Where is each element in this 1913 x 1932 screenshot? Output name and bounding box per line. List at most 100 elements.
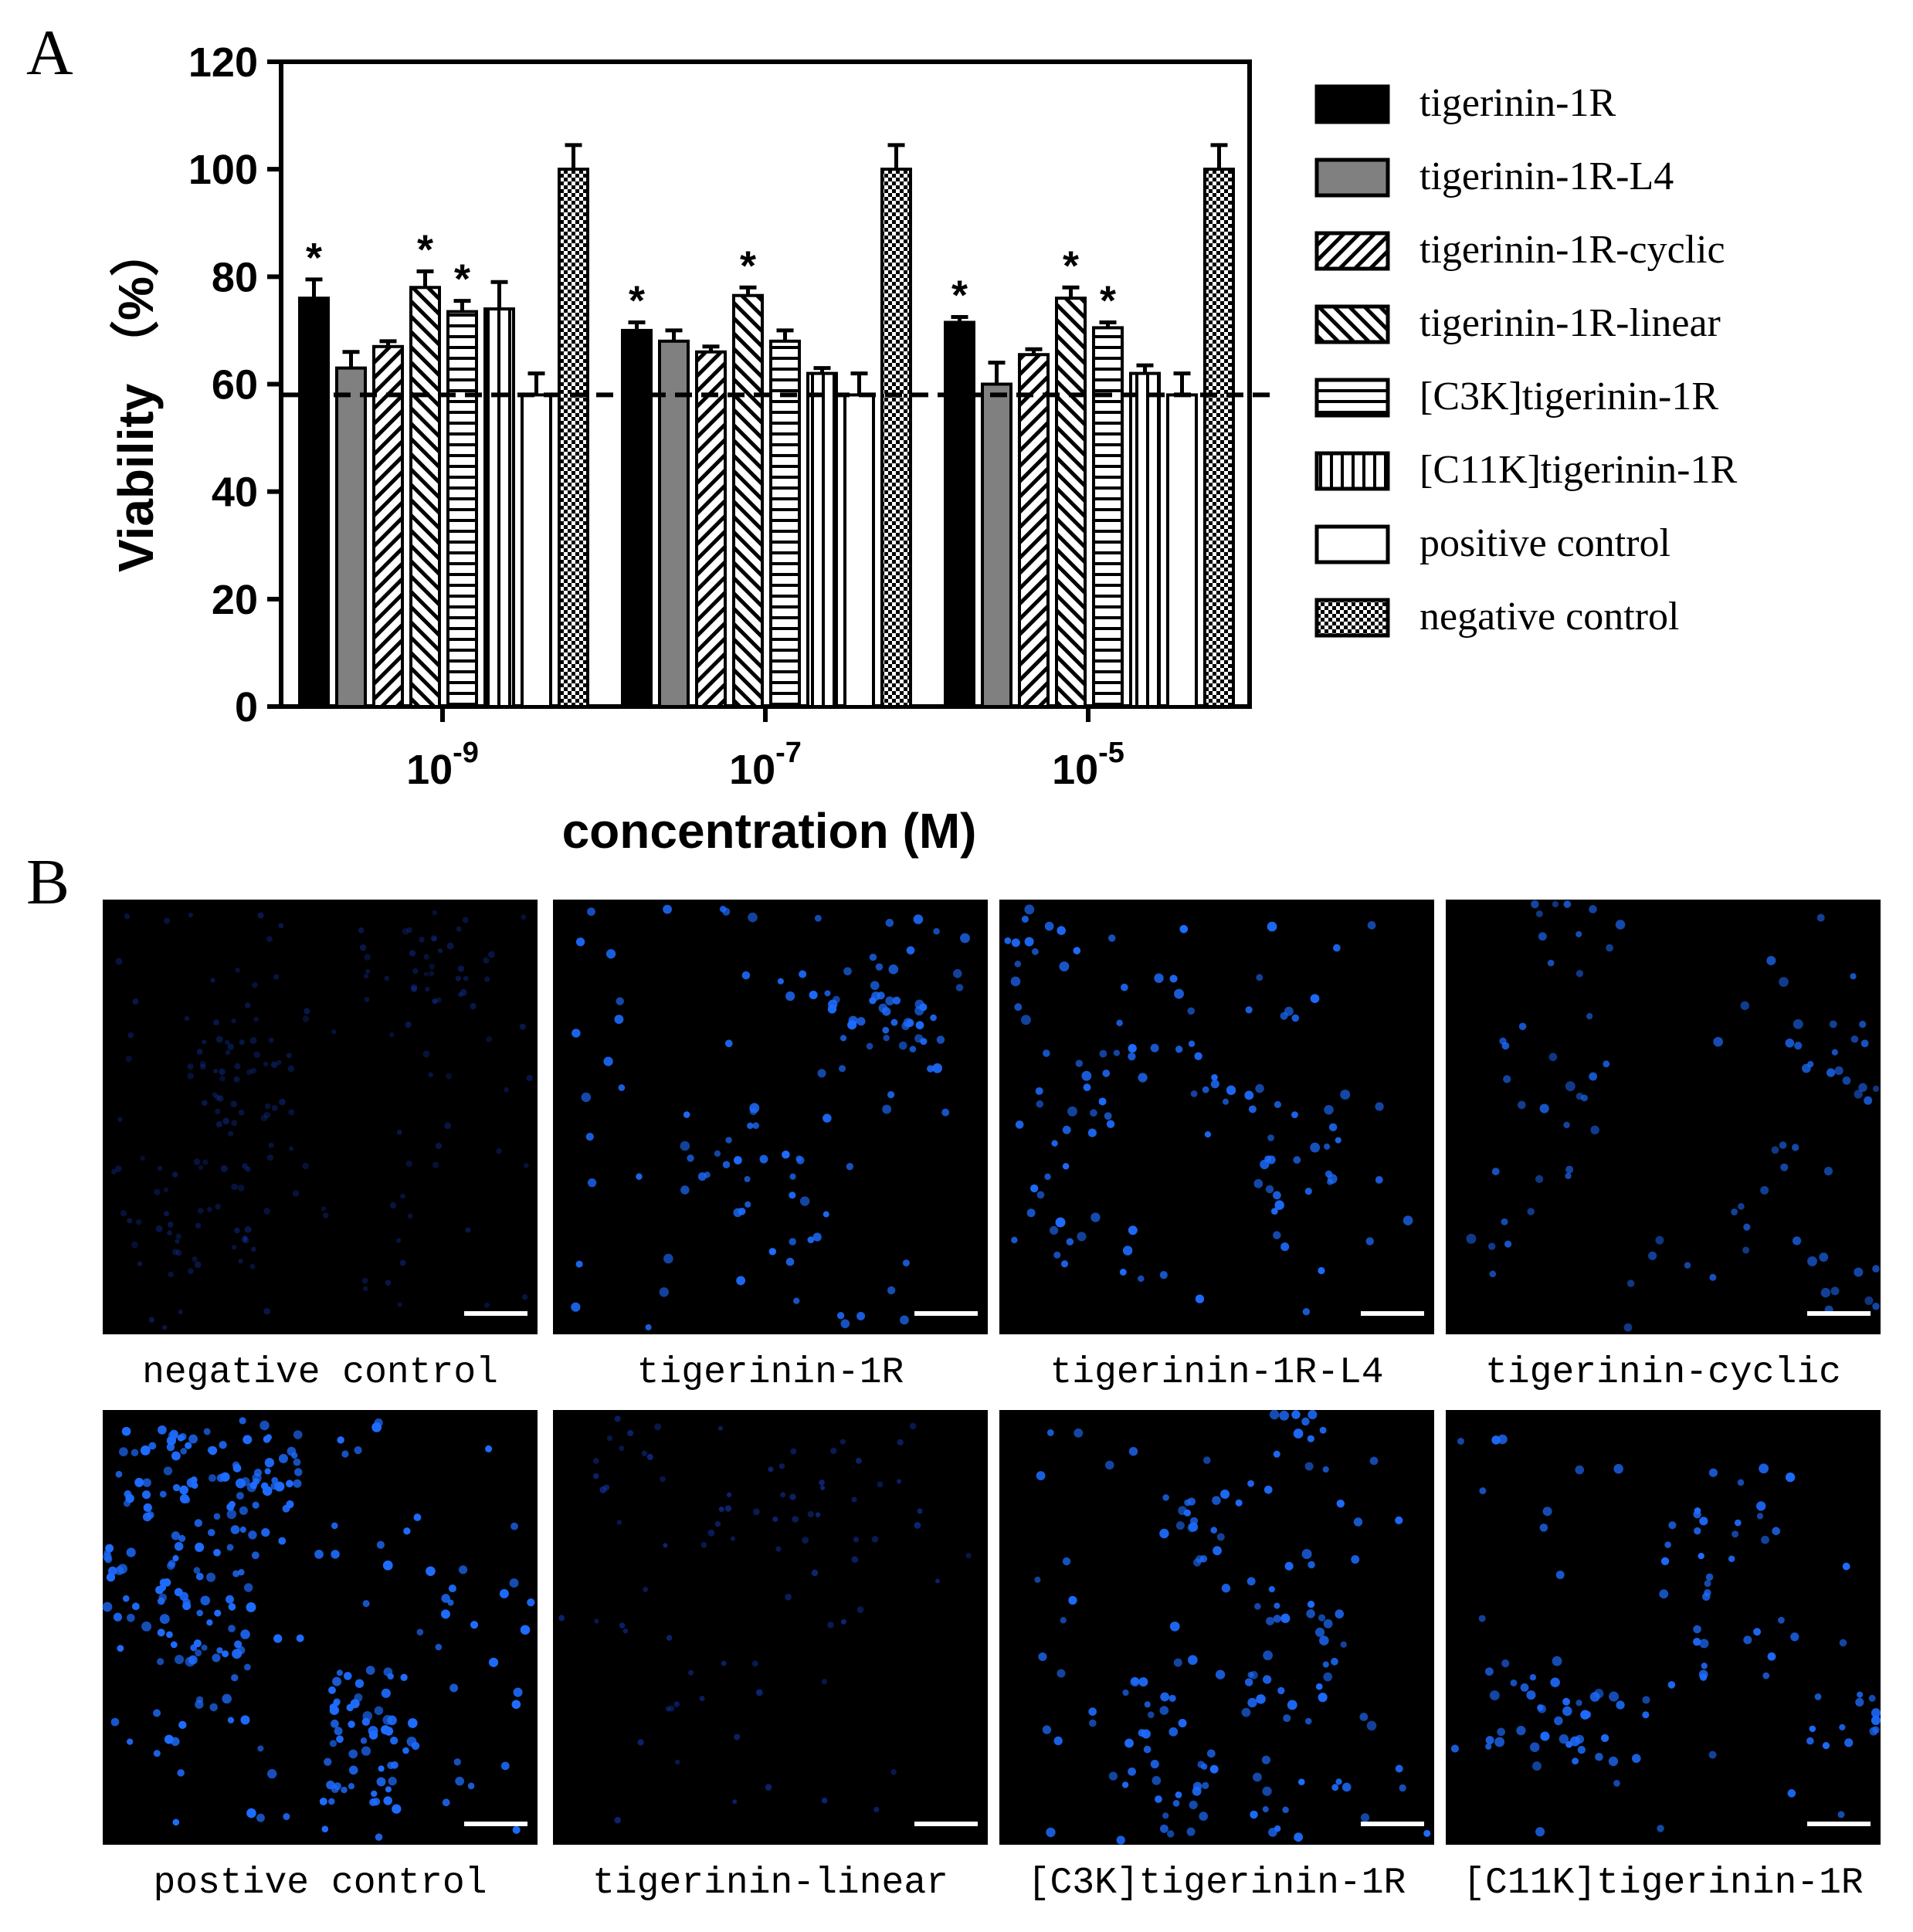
nucleus	[215, 1094, 221, 1101]
nucleus	[817, 1069, 826, 1078]
nucleus	[1871, 1708, 1881, 1718]
nucleus	[1318, 1693, 1328, 1703]
nucleus	[1159, 1528, 1169, 1539]
nucleus	[782, 1151, 790, 1159]
nucleus	[1304, 1717, 1312, 1725]
nucleus	[789, 1238, 796, 1246]
nucleus	[226, 1544, 234, 1551]
nucleus	[331, 1522, 338, 1530]
nucleus	[175, 1233, 181, 1239]
nucleus	[341, 1786, 348, 1794]
nucleus	[410, 984, 418, 991]
legend-label: tigerinin-1R-linear	[1419, 301, 1721, 345]
nucleus	[1761, 1535, 1769, 1544]
nucleus	[674, 1759, 680, 1765]
nucleus	[524, 1162, 529, 1168]
nucleus	[278, 923, 284, 929]
y-tick-label: 80	[212, 254, 258, 300]
nucleus	[906, 1019, 914, 1027]
nucleus	[1284, 1561, 1294, 1571]
nucleus	[243, 1583, 253, 1592]
nucleus	[1489, 1270, 1497, 1278]
nucleus	[1539, 1524, 1548, 1532]
nucleus	[752, 1508, 760, 1516]
nucleus	[1699, 1639, 1709, 1649]
nucleus	[1642, 1696, 1650, 1704]
nucleus	[141, 1490, 151, 1500]
nucleus	[1075, 1059, 1084, 1067]
nucleus	[1518, 1100, 1526, 1110]
nucleus	[807, 1236, 815, 1243]
bar	[409, 286, 441, 708]
nucleus	[1844, 1738, 1854, 1747]
nucleus	[1141, 1729, 1151, 1739]
nucleus	[457, 965, 465, 972]
x-tick-label: 10-5	[1052, 737, 1124, 793]
nucleus	[1839, 1639, 1847, 1647]
micrograph-image	[999, 1410, 1434, 1845]
nucleus	[1756, 1501, 1766, 1511]
nucleus	[1335, 1778, 1342, 1785]
nucleus	[1860, 1039, 1869, 1048]
nucleus	[680, 1141, 690, 1151]
nucleus	[1253, 1772, 1262, 1782]
nucleus	[1194, 1052, 1202, 1060]
nucleus	[704, 1171, 711, 1178]
nucleus	[749, 1103, 760, 1113]
nucleus	[1530, 1742, 1540, 1752]
nucleus	[840, 1618, 846, 1625]
nucleus	[521, 1293, 528, 1300]
nucleus	[1053, 1736, 1063, 1746]
nucleus	[171, 1531, 181, 1541]
nucleus	[207, 1446, 215, 1454]
legend-label: [C11K]tigerinin-1R	[1419, 448, 1737, 492]
nucleus	[699, 1696, 705, 1702]
nucleus	[1116, 1835, 1125, 1845]
nucleus	[1032, 947, 1039, 955]
nucleus	[1457, 1437, 1464, 1445]
nucleus	[1195, 1294, 1205, 1303]
nucleus	[248, 1530, 257, 1540]
nucleus	[179, 1485, 188, 1495]
nucleus	[1266, 1617, 1274, 1625]
bar	[1018, 353, 1050, 708]
nucleus	[171, 1737, 180, 1746]
nucleus	[892, 996, 901, 1005]
micrograph-grid: negative control tigerinin-1R tigerinin-1R…	[102, 900, 1881, 1904]
nucleus	[1693, 1638, 1701, 1646]
nucleus	[192, 1256, 198, 1263]
nucleus	[909, 1046, 917, 1052]
nucleus	[157, 1629, 165, 1637]
nucleus	[336, 1735, 344, 1744]
nucleus	[282, 1504, 290, 1513]
nucleus	[1053, 1251, 1061, 1259]
nucleus	[819, 1480, 825, 1486]
nucleus	[1520, 1683, 1529, 1692]
nucleus	[1332, 944, 1341, 952]
nucleus	[1175, 1791, 1182, 1798]
nucleus	[906, 946, 915, 955]
nucleus	[231, 1018, 236, 1024]
nucleus	[1826, 1068, 1836, 1077]
nucleus	[1423, 1829, 1431, 1837]
nucleus	[266, 1154, 274, 1161]
nucleus	[1315, 1683, 1323, 1690]
nucleus	[444, 1122, 452, 1130]
nucleus	[856, 1017, 866, 1026]
nucleus	[1540, 1731, 1550, 1741]
nucleus	[1327, 1178, 1334, 1185]
nucleus	[1331, 1784, 1339, 1791]
nucleus	[1162, 1812, 1169, 1819]
nucleus	[1108, 1771, 1118, 1781]
nucleus	[714, 1520, 721, 1527]
nucleus	[1331, 1657, 1338, 1666]
nucleus	[1173, 1658, 1182, 1667]
nucleus	[618, 1084, 626, 1091]
nucleus	[575, 937, 585, 947]
nucleus	[467, 1782, 475, 1790]
nucleus	[1562, 1697, 1570, 1706]
nucleus	[1244, 1678, 1253, 1686]
nucleus	[883, 1035, 890, 1042]
nucleus	[1256, 1694, 1266, 1704]
nucleus	[251, 1551, 259, 1560]
